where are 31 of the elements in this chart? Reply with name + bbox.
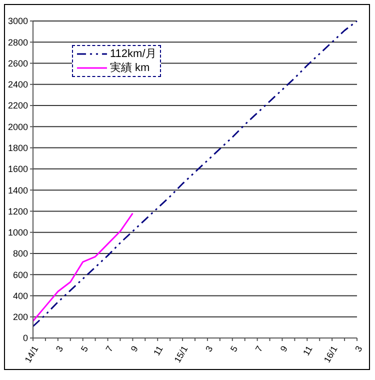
y-tick-label: 800: [12, 248, 28, 259]
x-tick-label: 11: [301, 344, 314, 358]
y-tick-label: 1000: [8, 228, 28, 238]
line-series: [32, 21, 358, 328]
y-tick-label: 2000: [8, 122, 28, 132]
legend-label: 実績 km: [110, 61, 150, 75]
y-tick-label: 600: [12, 270, 28, 280]
x-tick-label: 3: [204, 344, 215, 354]
y-tick-label: 3000: [8, 16, 28, 26]
x-tick-label: 5: [78, 344, 90, 354]
y-tick-label: 1600: [8, 164, 28, 174]
line-series: [32, 212, 134, 322]
x-tick-label: 5: [228, 344, 240, 354]
x-tick-label: 7: [253, 344, 265, 354]
y-tick-label: 1200: [8, 206, 28, 216]
y-tick-label: 0: [22, 333, 28, 344]
y-tick-label: 1400: [8, 185, 28, 196]
y-tick-label: 1800: [8, 142, 28, 153]
y-tick-label: 2200: [8, 100, 28, 111]
x-tick-label: 11: [152, 344, 165, 358]
x-tick-label: 3: [353, 344, 364, 354]
legend-label: 112km/月: [110, 47, 156, 61]
y-tick-label: 200: [12, 312, 28, 322]
x-tick-label: 9: [128, 344, 140, 354]
y-tick-label: 400: [12, 290, 28, 301]
x-tick-label: 9: [278, 344, 290, 354]
x-tick-label: 7: [104, 344, 116, 354]
x-tick-label: 3: [54, 344, 66, 354]
y-tick-label: 2400: [8, 80, 28, 90]
y-tick-label: 2800: [8, 37, 28, 48]
y-tick-label: 2600: [8, 58, 28, 68]
